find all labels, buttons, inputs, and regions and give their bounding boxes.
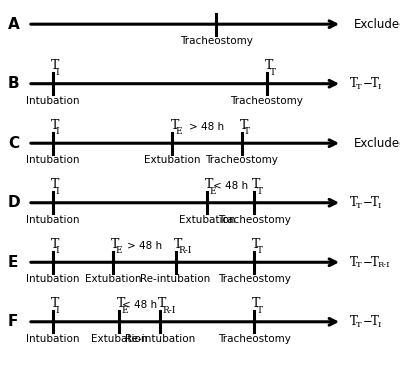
- Text: T: T: [51, 178, 60, 191]
- Text: T: T: [158, 297, 166, 310]
- Text: T: T: [350, 77, 358, 90]
- Text: T: T: [244, 127, 250, 136]
- Text: T: T: [252, 178, 260, 191]
- Text: < 48 h: < 48 h: [213, 181, 248, 191]
- Text: T: T: [51, 59, 60, 72]
- Text: Re-intubation: Re-intubation: [140, 274, 211, 284]
- Text: T: T: [371, 315, 379, 328]
- Text: T: T: [51, 297, 60, 310]
- Text: > 48 h: > 48 h: [190, 122, 224, 132]
- Text: T: T: [371, 256, 379, 269]
- Text: Extubation: Extubation: [84, 274, 141, 284]
- Text: −: −: [363, 315, 373, 328]
- Text: Tracheostomy: Tracheostomy: [218, 274, 290, 284]
- Text: T: T: [356, 321, 362, 329]
- Text: > 48 h: > 48 h: [127, 241, 162, 251]
- Text: Re-intubation: Re-intubation: [125, 334, 195, 344]
- Text: Tracheostomy: Tracheostomy: [218, 334, 290, 344]
- Text: T: T: [117, 297, 126, 310]
- Text: T: T: [257, 246, 263, 255]
- Text: T: T: [170, 119, 179, 132]
- Text: −: −: [363, 77, 373, 90]
- Text: −: −: [363, 256, 373, 269]
- Text: T: T: [252, 297, 260, 310]
- Text: T: T: [350, 256, 358, 269]
- Text: T: T: [240, 119, 248, 132]
- Text: T: T: [111, 238, 119, 251]
- Text: R-I: R-I: [178, 246, 192, 255]
- Text: Intubation: Intubation: [26, 274, 80, 284]
- Text: Tracheostomy: Tracheostomy: [180, 36, 253, 46]
- Text: I: I: [56, 127, 60, 136]
- Text: T: T: [356, 83, 362, 91]
- Text: T: T: [257, 187, 263, 196]
- Text: T: T: [265, 59, 273, 72]
- Text: E: E: [175, 127, 182, 136]
- Text: T: T: [252, 238, 260, 251]
- Text: E: E: [210, 187, 216, 196]
- Text: B: B: [8, 76, 20, 91]
- Text: T: T: [350, 315, 358, 328]
- Text: I: I: [56, 68, 60, 77]
- Text: I: I: [56, 306, 60, 315]
- Text: C: C: [8, 136, 19, 151]
- Text: T: T: [371, 196, 379, 209]
- Text: A: A: [8, 17, 20, 32]
- Text: −: −: [363, 196, 373, 209]
- Text: I: I: [377, 321, 380, 329]
- Text: T: T: [51, 238, 60, 251]
- Text: T: T: [371, 77, 379, 90]
- Text: Intubation: Intubation: [26, 155, 80, 165]
- Text: D: D: [8, 195, 21, 210]
- Text: T: T: [350, 196, 358, 209]
- Text: T: T: [270, 68, 276, 77]
- Text: T: T: [356, 261, 362, 269]
- Text: E: E: [8, 255, 18, 270]
- Text: Tracheostomy: Tracheostomy: [218, 215, 290, 225]
- Text: Tracheostomy: Tracheostomy: [205, 155, 278, 165]
- Text: I: I: [56, 187, 60, 196]
- Text: R-I: R-I: [377, 261, 390, 269]
- Text: R-I: R-I: [163, 306, 176, 315]
- Text: T: T: [51, 119, 60, 132]
- Text: Extubation: Extubation: [91, 334, 147, 344]
- Text: I: I: [377, 202, 380, 210]
- Text: T: T: [174, 238, 182, 251]
- Text: < 48 h: < 48 h: [122, 300, 157, 310]
- Text: Tracheostomy: Tracheostomy: [230, 96, 303, 106]
- Text: I: I: [56, 246, 60, 255]
- Text: Intubation: Intubation: [26, 215, 80, 225]
- Text: Extubation: Extubation: [144, 155, 201, 165]
- Text: E: E: [122, 306, 128, 315]
- Text: T: T: [356, 202, 362, 210]
- Text: Intubation: Intubation: [26, 334, 80, 344]
- Text: T: T: [257, 306, 263, 315]
- Text: I: I: [377, 83, 380, 91]
- Text: T: T: [205, 178, 213, 191]
- Text: E: E: [116, 246, 122, 255]
- Text: F: F: [8, 314, 18, 329]
- Text: Excluded: Excluded: [354, 18, 400, 31]
- Text: Excluded: Excluded: [354, 137, 400, 150]
- Text: Intubation: Intubation: [26, 96, 80, 106]
- Text: Extubation: Extubation: [179, 215, 235, 225]
